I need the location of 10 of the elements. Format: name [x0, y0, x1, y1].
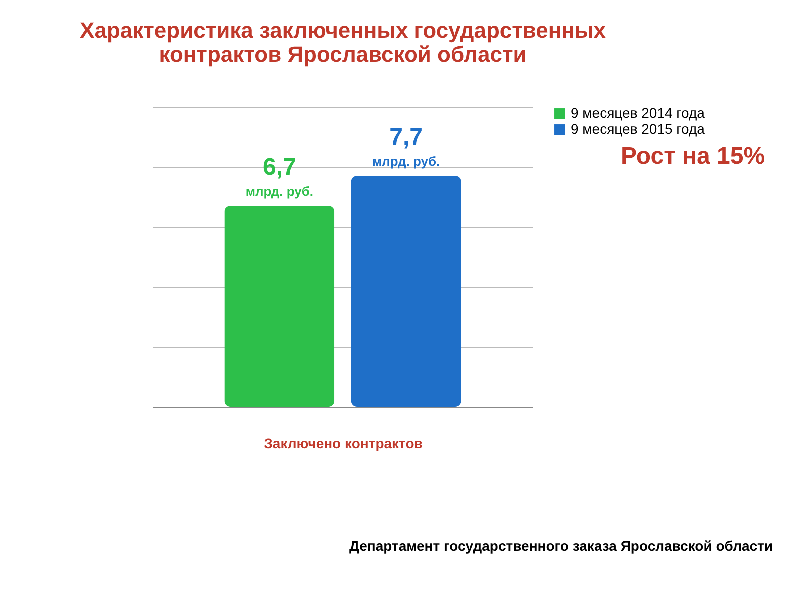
legend-label: 9 месяцев 2014 года — [571, 105, 706, 121]
text: Рост на 15% — [620, 143, 766, 170]
annotation: млрд. руб. — [246, 184, 314, 199]
legend-label: 9 месяцев 2015 года — [571, 121, 706, 137]
data-label: 7,7 — [390, 124, 424, 151]
annotation: млрд. руб. — [372, 154, 440, 169]
text: Департамент государственного заказа Ярославской области — [349, 538, 773, 554]
chart-title: Характеристика заключенных государственных контрактов Ярославской области — [80, 18, 607, 67]
data-label: 6,7 — [262, 154, 296, 181]
x-axis-title: Заключено контрактов — [264, 436, 424, 452]
